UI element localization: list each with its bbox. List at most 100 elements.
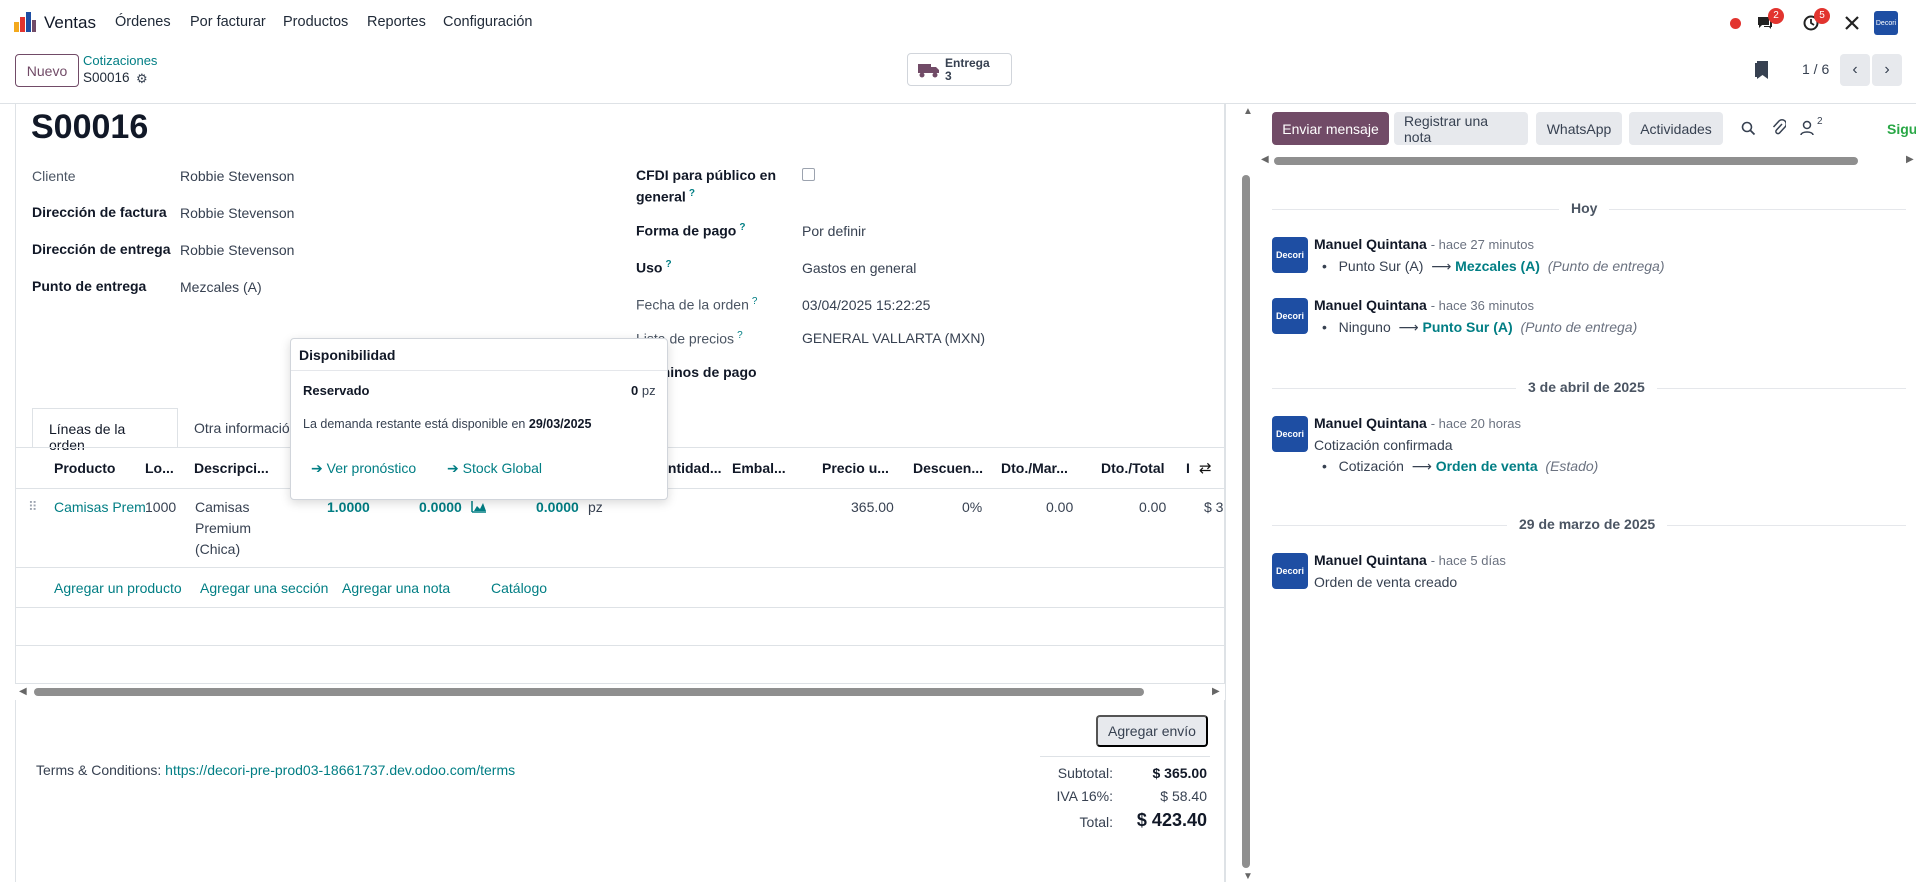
invoice-address-label: Dirección de factura xyxy=(32,204,167,220)
column-settings-icon[interactable]: ⇄ xyxy=(1199,460,1212,477)
drag-handle-icon[interactable]: ⠿ xyxy=(28,499,38,514)
message-author[interactable]: Manuel Quintana - hace 5 días xyxy=(1314,552,1506,568)
record-status-icon[interactable] xyxy=(1724,12,1746,34)
row-dto-mar[interactable]: 0.00 xyxy=(1046,499,1074,515)
search-icon[interactable] xyxy=(1741,121,1756,136)
reserved-value: 0 pz xyxy=(631,383,656,398)
avatar[interactable]: Decori xyxy=(1272,237,1308,273)
row-dto-total[interactable]: 0.00 xyxy=(1139,499,1167,515)
row-qty-delivered[interactable]: 0.0000 xyxy=(536,499,579,515)
cfdi-checkbox[interactable] xyxy=(802,168,815,181)
row-product[interactable]: Camisas Prem xyxy=(54,499,146,515)
company-avatar[interactable]: Decori xyxy=(1874,11,1898,35)
activities-icon[interactable]: 5 xyxy=(1800,8,1830,34)
row-price[interactable]: 365.00 xyxy=(851,499,894,515)
app-name[interactable]: Ventas xyxy=(44,13,96,32)
row-qty-reserved[interactable]: 0.0000 xyxy=(419,499,462,515)
activities-button[interactable]: Actividades xyxy=(1629,112,1723,145)
message-author[interactable]: Manuel Quintana - hace 36 minutos xyxy=(1314,297,1535,313)
scroll-down-arrow[interactable]: ▼ xyxy=(1243,871,1253,882)
gear-icon[interactable]: ⚙ xyxy=(136,71,148,86)
terms-link[interactable]: https://decori-pre-prod03-18661737.dev.o… xyxy=(165,762,516,778)
customer-field[interactable]: Robbie Stevenson xyxy=(180,168,295,184)
whatsapp-button[interactable]: WhatsApp xyxy=(1536,112,1622,145)
payment-form-field[interactable]: Por definir xyxy=(802,223,866,239)
col-dto-mar[interactable]: Dto./Mar... xyxy=(1001,460,1068,476)
row-tax[interactable]: $ 3 xyxy=(1204,499,1224,515)
col-tax[interactable]: I xyxy=(1186,460,1190,476)
demand-text: La demanda restante está disponible en 2… xyxy=(303,417,592,431)
row-qty-ordered[interactable]: 1.0000 xyxy=(327,499,370,515)
col-product[interactable]: Producto xyxy=(54,460,116,476)
menu-ordenes[interactable]: Órdenes xyxy=(115,14,171,30)
pricelist-field[interactable]: GENERAL VALLARTA (MXN) xyxy=(802,330,986,346)
pager-value[interactable]: 1 / 6 xyxy=(1802,61,1830,77)
row-description-line3[interactable]: (Chica) xyxy=(195,541,241,557)
delivery-smart-button[interactable]: Entrega 3 xyxy=(907,53,1012,86)
form-vertical-scrollbar[interactable] xyxy=(1242,175,1250,868)
row-discount[interactable]: 0% xyxy=(962,499,983,515)
message-author[interactable]: Manuel Quintana - hace 20 horas xyxy=(1314,415,1522,431)
tools-icon[interactable] xyxy=(1841,12,1863,34)
forecast-link[interactable]: ➔ Ver pronóstico xyxy=(311,460,417,476)
delivery-count: 3 xyxy=(945,69,952,83)
tab-order-lines[interactable]: Líneas de la orden xyxy=(32,408,178,453)
table-horizontal-scrollbar[interactable] xyxy=(34,688,1144,696)
col-unit-price[interactable]: Precio u... xyxy=(822,460,889,476)
pager-previous-button[interactable]: ‹ xyxy=(1840,54,1870,86)
paperclip-icon[interactable] xyxy=(1772,119,1786,136)
row-description-line1[interactable]: Camisas xyxy=(195,499,250,515)
sales-app-icon[interactable] xyxy=(14,12,36,32)
terms-label: Terms & Conditions: xyxy=(36,762,162,778)
add-section-link[interactable]: Agregar una sección xyxy=(200,580,329,596)
menu-por-facturar[interactable]: Por facturar xyxy=(190,14,266,30)
log-note-button[interactable]: Registrar una nota xyxy=(1394,112,1528,145)
menu-reportes[interactable]: Reportes xyxy=(367,14,426,30)
row-description-line2[interactable]: Premium xyxy=(195,520,252,536)
message-body: Orden de venta creado xyxy=(1314,574,1458,590)
add-note-link[interactable]: Agregar una nota xyxy=(342,580,451,596)
col-dto-total[interactable]: Dto./Total xyxy=(1101,460,1165,476)
breadcrumb-cotizaciones[interactable]: Cotizaciones xyxy=(83,53,158,68)
row-uom[interactable]: pz xyxy=(588,499,603,515)
scroll-right-arrow[interactable]: ▶ xyxy=(1212,686,1220,697)
tab-other-info[interactable]: Otra información xyxy=(194,420,298,436)
message-author[interactable]: Manuel Quintana - hace 27 minutos xyxy=(1314,236,1535,252)
chatter-horizontal-scrollbar[interactable] xyxy=(1274,157,1858,165)
invoice-address-field[interactable]: Robbie Stevenson xyxy=(180,205,295,221)
order-date-field[interactable]: 03/04/2025 15:22:25 xyxy=(802,297,931,313)
catalog-link[interactable]: Catálogo xyxy=(491,580,548,596)
row-lot[interactable]: 1000 xyxy=(145,499,177,515)
menu-productos[interactable]: Productos xyxy=(283,14,349,30)
scroll-up-arrow[interactable]: ▲ xyxy=(1243,106,1253,117)
usage-field[interactable]: Gastos en general xyxy=(802,260,917,276)
add-shipping-button[interactable]: Agregar envío xyxy=(1096,715,1208,747)
send-message-button[interactable]: Enviar mensaje xyxy=(1272,112,1389,145)
col-lot[interactable]: Lo... xyxy=(145,460,174,476)
col-packaging[interactable]: Embal... xyxy=(732,460,786,476)
delivery-point-field[interactable]: Mezcales (A) xyxy=(180,279,262,295)
menu-configuracion[interactable]: Configuración xyxy=(443,14,533,30)
delivery-address-field[interactable]: Robbie Stevenson xyxy=(180,242,295,258)
followers-icon[interactable] xyxy=(1800,120,1814,136)
delivery-address-label: Dirección de entrega xyxy=(32,241,171,257)
row-divider xyxy=(15,645,1225,646)
follow-button[interactable]: Sigu xyxy=(1887,121,1916,137)
forecast-chart-icon[interactable] xyxy=(471,500,487,513)
col-discount[interactable]: Descuen... xyxy=(913,460,984,476)
bookmark-icon[interactable] xyxy=(1754,60,1770,80)
add-product-link[interactable]: Agregar un producto xyxy=(54,580,182,596)
new-button[interactable]: Nuevo xyxy=(15,54,79,87)
avatar[interactable]: Decori xyxy=(1272,553,1308,589)
col-description[interactable]: Descripci... xyxy=(194,460,269,476)
cfdi-label-line2: general? xyxy=(636,188,695,205)
availability-popover: Disponibilidad Reservado 0 pz La demanda… xyxy=(290,338,668,500)
scroll-left-arrow[interactable]: ◀ xyxy=(19,686,27,697)
messages-icon[interactable]: 2 xyxy=(1754,8,1784,34)
global-stock-link[interactable]: ➔ Stock Global xyxy=(447,460,542,476)
avatar[interactable]: Decori xyxy=(1272,298,1308,334)
chatter-scroll-left[interactable]: ◀ xyxy=(1261,154,1269,165)
avatar[interactable]: Decori xyxy=(1272,416,1308,452)
pager-next-button[interactable]: › xyxy=(1872,54,1902,86)
chatter-scroll-right[interactable]: ▶ xyxy=(1906,154,1914,165)
